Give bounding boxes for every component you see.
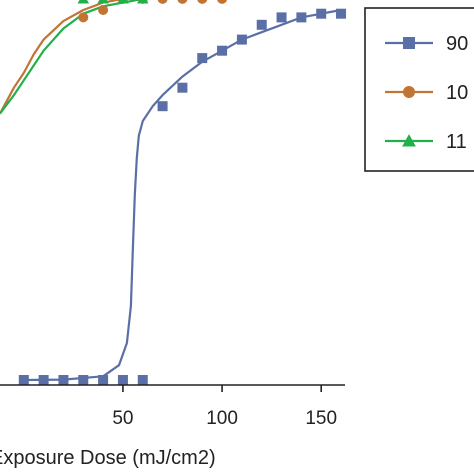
series-2-point-0	[77, 0, 90, 4]
series-1-point-6	[197, 0, 208, 4]
series-0-point-7	[157, 101, 168, 112]
legend-marker-0	[403, 37, 415, 49]
x-tick-label-0: 50	[112, 408, 133, 429]
series-0-point-2	[58, 375, 69, 385]
series-1-point-1	[98, 5, 109, 15]
series-1-point-4	[157, 0, 168, 4]
series-2-curve	[0, 0, 143, 115]
legend-marker-1	[403, 86, 415, 98]
series-0-point-3	[78, 375, 89, 385]
series-0-point-0	[18, 375, 29, 385]
series-0-point-8	[177, 82, 188, 93]
series-0-point-16	[336, 8, 347, 19]
series-0-point-6	[137, 375, 148, 385]
x-tick-label-1: 100	[206, 408, 238, 429]
legend-label-0: 90	[446, 33, 468, 55]
series-2-point-2	[117, 0, 129, 4]
series-0-point-1	[38, 375, 49, 385]
legend-box	[364, 7, 474, 172]
series-2-point-3	[137, 0, 149, 4]
series-0-point-14	[296, 12, 307, 23]
series-0-point-13	[276, 12, 287, 23]
legend-label-2: 11	[446, 131, 467, 153]
series-2-point-1	[97, 0, 109, 4]
series-0-point-11	[236, 34, 247, 45]
legend: 90 10 11	[364, 7, 474, 172]
series-0-point-15	[316, 8, 327, 19]
series-0-point-12	[256, 19, 267, 30]
x-axis-label: Exposure Dose (mJ/cm2)	[0, 447, 216, 469]
series-1-point-7	[217, 0, 227, 4]
series-1-point-5	[177, 0, 188, 4]
legend-label-1: 10	[446, 82, 468, 104]
series-1-point-0	[78, 12, 89, 23]
x-tick-label-2: 150	[305, 408, 337, 429]
series-0-point-10	[217, 45, 228, 56]
series-0-point-9	[197, 53, 208, 64]
series-0-point-4	[98, 375, 109, 385]
series-0-curve	[23, 8, 342, 382]
legend-marker-2	[402, 134, 416, 147]
series-1-curve	[0, 0, 124, 115]
series-0-point-5	[117, 375, 128, 385]
plot-area: 50 100 150	[0, 0, 347, 429]
